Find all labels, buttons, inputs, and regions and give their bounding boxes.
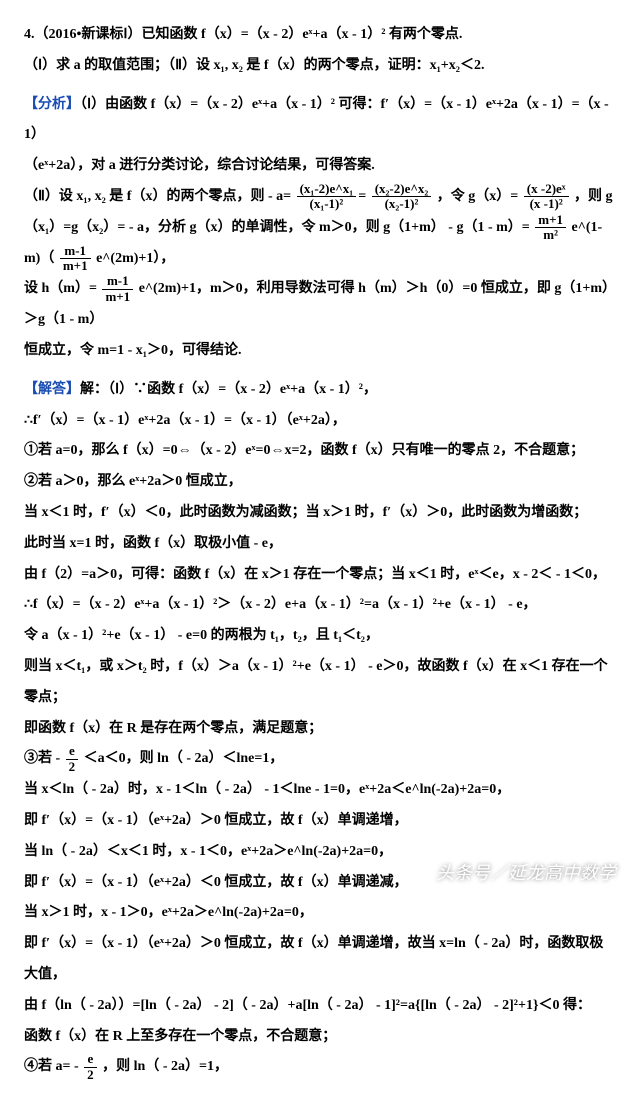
s-l19: 函数 f（x）在 R 上至多存在一个零点，不合题意； <box>24 1022 616 1053</box>
s-l3: ②若 a＞0，那么 eˣ+2a＞0 恒成立， <box>24 467 616 498</box>
s-l8: 令 a（x - 1）²+e（x - 1） - e=0 的两根为 t₁，t₂，且 … <box>24 621 616 652</box>
s-l6: 由 f（2）=a＞0，可得：函数 f（x）在 x＞1 存在一个零点；当 x＜1 … <box>24 560 616 591</box>
frac-3: (x -2)eˣ(x -1)² <box>524 182 569 212</box>
solution-line-0: 【解答】解：（Ⅰ）∵函数 f（x）=（x - 2）eˣ+a（x - 1）²， <box>24 375 616 406</box>
s-l13: 即 f′（x）=（x - 1）（eˣ+2a）＞0 恒成立，故 f（x）单调递增， <box>24 806 616 837</box>
s-l9: 则当 x＜t₁，或 x＞t₂ 时，f（x）＞a（x - 1）²+e（x - 1）… <box>24 652 616 714</box>
watermark: 头条号／延龙高中数学 <box>436 854 616 894</box>
a-l2post: ，则 g <box>574 189 613 204</box>
solution-line-11: ③若 - e2 ＜a＜0，则 ln（ - 2a）＜lne=1， <box>24 744 616 775</box>
s-l12: 当 x＜ln（ - 2a）时，x - 1＜ln（ - 2a） - 1＜lne -… <box>24 775 616 806</box>
problem-part1: （Ⅰ）求 a 的取值范围；（Ⅱ）设 x₁, x₂ 是 f（x）的两个零点，证明：… <box>24 51 616 82</box>
frac-e2-b: e2 <box>84 1052 97 1082</box>
s-l20pre: ④若 a= - <box>24 1059 82 1074</box>
s-l2: ①若 a=0，那么 f（x）=0⇔（x - 2）eˣ=0⇔x=2，函数 f（x）… <box>24 436 616 467</box>
a-l5: 恒成立，令 m=1 - x₁＞0，可得结论. <box>24 336 616 367</box>
s-l1: ∴f′（x）=（x - 1）eˣ+2a（x - 1）=（x - 1）（eˣ+2a… <box>24 406 616 437</box>
s-l4: 当 x＜1 时，f′（x）＜0，此时函数为减函数；当 x＞1 时，f′（x）＞0… <box>24 498 616 529</box>
analysis-label: 【分析】 <box>24 97 80 112</box>
s-l5: 此时当 x=1 时，函数 f（x）取极小值 - e， <box>24 529 616 560</box>
a-l2mid: ，令 g（x）= <box>437 189 518 204</box>
a-l2pre: （Ⅱ）设 x₁, x₂ 是 f（x）的两个零点，则 - a= <box>24 189 291 204</box>
s-l7: ∴f（x）=（x - 2）eˣ+a（x - 1）²＞（x - 2）e+a（x -… <box>24 590 616 621</box>
s-l18: 由 f（ln（ - 2a））=[ln（ - 2a） - 2]（ - 2a）+a[… <box>24 991 616 1022</box>
analysis-line-3: （x₁）=g（x₂）= - a，分析 g（x）的单调性，令 m＞0，则 g（1+… <box>24 213 616 275</box>
a-l3pre: （x₁）=g（x₂）= - a，分析 g（x）的单调性，令 m＞0，则 g（1+… <box>24 220 530 235</box>
s-l10: 即函数 f（x）在 R 是存在两个零点，满足题意； <box>24 714 616 745</box>
frac-5: m-1m+1 <box>60 244 91 274</box>
frac-4: m+1m² <box>535 213 566 243</box>
frac-1: (x₁-2)e^x₁(x₁-1)² <box>297 182 357 212</box>
analysis-line-4: 设 h（m）= m-1m+1 e^(2m)+1，m＞0，利用导数法可得 h（m）… <box>24 274 616 336</box>
a-l3post: e^(2m)+1）， <box>96 251 174 266</box>
solution-line-20: ④若 a= - e2 ，则 ln（ - 2a）=1， <box>24 1052 616 1083</box>
problem-number: 4.（2016•新课标Ⅰ）已知函数 f（x）=（x - 2）eˣ+a（x - 1… <box>24 20 616 51</box>
a-l1b: （eˣ+2a），对 a 进行分类讨论，综合讨论结果，可得答案. <box>24 151 616 182</box>
frac-6: m-1m+1 <box>102 274 133 304</box>
s-l11pre: ③若 - <box>24 751 64 766</box>
s-l0: 解：（Ⅰ）∵函数 f（x）=（x - 2）eˣ+a（x - 1）²， <box>80 382 377 397</box>
frac-2: (x₂-2)e^x₂(x₂-1)² <box>372 182 432 212</box>
a-l4pre: 设 h（m）= <box>24 281 97 296</box>
analysis-line-1: 【分析】（Ⅰ）由函数 f（x）=（x - 2）eˣ+a（x - 1）² 可得：f… <box>24 90 616 152</box>
frac-e2-a: e2 <box>66 744 79 774</box>
s-l16: 当 x＞1 时，x - 1＞0，eˣ+2a＞e^ln(-2a)+2a=0， <box>24 898 616 929</box>
solution-label: 【解答】 <box>24 382 80 397</box>
analysis-line-2: （Ⅱ）设 x₁, x₂ 是 f（x）的两个零点，则 - a= (x₁-2)e^x… <box>24 182 616 213</box>
s-l17: 即 f′（x）=（x - 1）（eˣ+2a）＞0 恒成立，故 f（x）单调递增，… <box>24 929 616 991</box>
a-l1a: （Ⅰ）由函数 f（x）=（x - 2）eˣ+a（x - 1）² 可得：f′（x）… <box>24 97 609 143</box>
s-l11post: ＜a＜0，则 ln（ - 2a）＜lne=1， <box>84 751 284 766</box>
s-l20post: ，则 ln（ - 2a）=1， <box>102 1059 228 1074</box>
